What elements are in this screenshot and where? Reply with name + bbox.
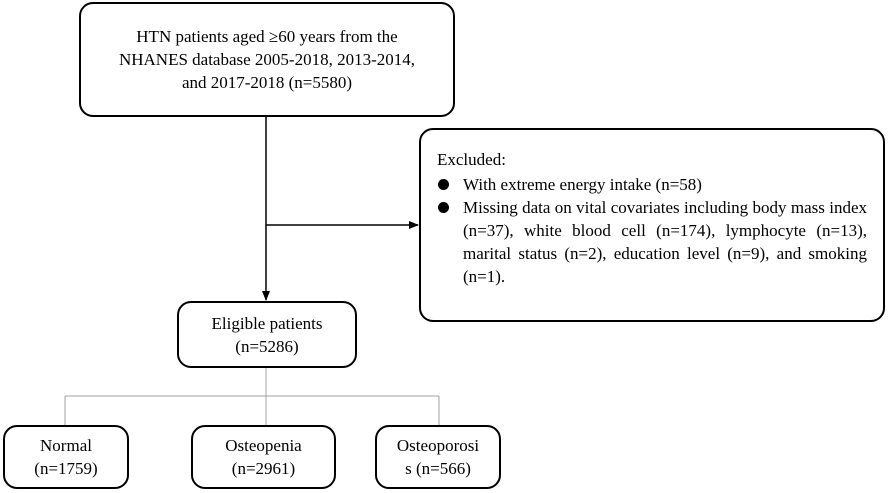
excluded-item-text: With extreme energy intake (n=58) [463, 175, 702, 194]
excluded-box: Excluded: With extreme energy intake (n=… [419, 128, 885, 322]
bullet-icon [438, 179, 449, 190]
eligible-patients-box: Eligible patients (n=5286) [177, 301, 357, 368]
excluded-item: With extreme energy intake (n=58) [437, 173, 867, 196]
source-population-box: HTN patients aged ≥60 years from the NHA… [79, 2, 455, 117]
eligible-line: (n=5286) [235, 336, 299, 356]
group-count: (n=1759) [34, 459, 98, 478]
source-line: and 2017-2018 (n=5580) [181, 73, 353, 92]
source-line: HTN patients aged ≥60 years from the [136, 27, 398, 46]
group-label: Osteoporosi [396, 436, 480, 455]
excluded-item-text: Missing data on vital covariates includi… [463, 198, 867, 286]
normal-group-box: Normal (n=1759) [3, 425, 129, 489]
group-count: (n=2961) [231, 459, 296, 478]
osteopenia-group-box: Osteopenia (n=2961) [191, 425, 336, 489]
osteoporosis-group-box: Osteoporosi s (n=566) [375, 425, 501, 489]
source-line: NHANES database 2005-2018, 2013-2014, [118, 50, 416, 69]
eligible-line: Eligible patients [211, 313, 323, 333]
excluded-item: Missing data on vital covariates includi… [437, 196, 867, 288]
bullet-icon [438, 202, 449, 213]
group-label: Osteopenia [225, 436, 302, 455]
group-label: Normal [40, 436, 92, 455]
excluded-list: With extreme energy intake (n=58) Missin… [437, 173, 867, 288]
excluded-title: Excluded: [437, 150, 506, 169]
group-count: s (n=566) [405, 459, 471, 478]
